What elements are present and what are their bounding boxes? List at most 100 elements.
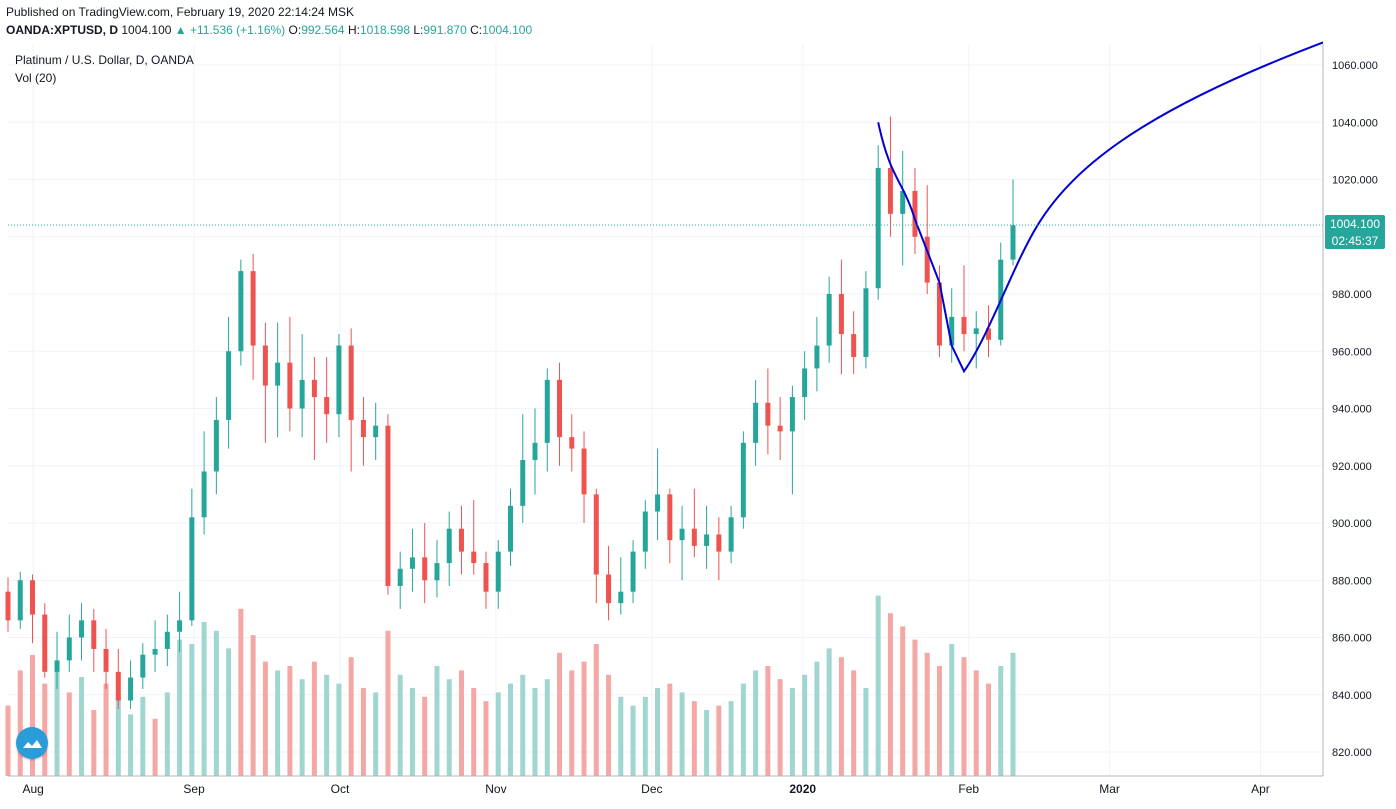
candle-body[interactable] (140, 654, 146, 678)
candle-body[interactable] (348, 345, 354, 420)
candle-body[interactable] (42, 614, 48, 672)
price-tick-label: 940.000 (1332, 404, 1372, 416)
candle-body[interactable] (765, 402, 771, 426)
candle-body[interactable] (250, 271, 256, 346)
candle-body[interactable] (630, 551, 636, 592)
candle-body[interactable] (5, 591, 11, 621)
candle-body[interactable] (740, 442, 746, 518)
candle-body[interactable] (875, 168, 881, 289)
candle-body[interactable] (311, 379, 317, 398)
candle-body[interactable] (851, 334, 857, 357)
candle-body[interactable] (912, 190, 918, 237)
candle-body[interactable] (103, 648, 109, 672)
candle-body[interactable] (544, 379, 550, 443)
candle-body[interactable] (128, 677, 134, 701)
candle-body[interactable] (887, 168, 893, 214)
candle-body[interactable] (1010, 225, 1016, 260)
candle-body[interactable] (422, 557, 428, 581)
candle-body[interactable] (238, 271, 244, 352)
price-axis[interactable] (1323, 0, 1396, 809)
candle-body[interactable] (287, 362, 293, 409)
candle-body[interactable] (826, 294, 832, 346)
candle-body[interactable] (66, 637, 72, 661)
candle-body[interactable] (213, 419, 219, 472)
candle-body[interactable] (152, 648, 158, 655)
candle-body[interactable] (495, 551, 501, 592)
candle-body[interactable] (324, 397, 330, 415)
candle-body[interactable] (593, 494, 599, 575)
volume-legend[interactable]: Vol (20) (15, 71, 57, 85)
candle-body[interactable] (360, 419, 366, 438)
candle-body[interactable] (164, 631, 170, 649)
candle-body[interactable] (802, 368, 808, 398)
volume-bar (949, 644, 955, 776)
candle-body[interactable] (973, 328, 979, 335)
candle-body[interactable] (777, 425, 783, 432)
candle-body[interactable] (716, 534, 722, 552)
candle-body[interactable] (900, 190, 906, 214)
candle-body[interactable] (177, 620, 183, 632)
candle-body[interactable] (581, 448, 587, 495)
candle-body[interactable] (924, 236, 930, 283)
candle-body[interactable] (189, 517, 195, 621)
candle-body[interactable] (961, 316, 967, 335)
candle-body[interactable] (336, 345, 342, 415)
candle-body[interactable] (226, 351, 232, 420)
volume-bar (54, 666, 60, 776)
volume-bar (42, 683, 48, 776)
candle-body[interactable] (483, 563, 489, 592)
candle-body[interactable] (838, 294, 844, 335)
candle-body[interactable] (655, 494, 661, 512)
candle-body[interactable] (520, 460, 526, 506)
candle-body[interactable] (704, 534, 710, 546)
candle-body[interactable] (373, 425, 379, 438)
volume-bar (79, 677, 85, 776)
price-tick-label: 1020.000 (1332, 175, 1378, 187)
candle-body[interactable] (606, 574, 612, 604)
candle-body[interactable] (618, 591, 624, 604)
candle-body[interactable] (691, 528, 697, 546)
candle-body[interactable] (262, 345, 268, 386)
candle-body[interactable] (569, 437, 575, 449)
candle-body[interactable] (949, 316, 955, 346)
candle-body[interactable] (30, 580, 36, 615)
candle-body[interactable] (985, 328, 991, 340)
candle-body[interactable] (299, 379, 305, 409)
candle-body[interactable] (679, 528, 685, 541)
candle-body[interactable] (79, 620, 85, 638)
candle-body[interactable] (458, 528, 464, 552)
candle-body[interactable] (397, 568, 403, 586)
candle-body[interactable] (642, 511, 648, 552)
candle-body[interactable] (409, 557, 415, 569)
candle-body[interactable] (91, 620, 97, 649)
candle-body[interactable] (17, 580, 23, 621)
candle-body[interactable] (814, 345, 820, 369)
candle-body[interactable] (385, 425, 391, 586)
candle-body[interactable] (936, 282, 942, 346)
volume-bar (471, 688, 477, 776)
candle-body[interactable] (115, 671, 121, 701)
candle-body[interactable] (471, 551, 477, 564)
candle-body[interactable] (434, 563, 440, 581)
candlesticks[interactable] (5, 116, 1016, 710)
candle-body[interactable] (753, 402, 759, 443)
candle-body[interactable] (201, 471, 207, 518)
tradingview-cloud-icon[interactable] (16, 727, 48, 759)
candle-body[interactable] (789, 397, 795, 432)
volume-bar (765, 666, 771, 776)
candle-body[interactable] (54, 660, 60, 672)
candle-body[interactable] (532, 442, 538, 461)
candle-body[interactable] (863, 288, 869, 357)
candle-body[interactable] (667, 494, 673, 541)
candle-body[interactable] (275, 362, 281, 386)
candle-body[interactable] (508, 505, 513, 552)
candle-body[interactable] (446, 528, 452, 564)
volume-bar (569, 670, 575, 776)
symbol-label[interactable]: OANDA:XPTUSD, D (6, 23, 119, 37)
volume-bar (802, 674, 808, 776)
candle-body[interactable] (728, 517, 734, 552)
series-legend-title[interactable]: Platinum / U.S. Dollar, D, OANDA (15, 53, 194, 67)
volume-bar (973, 670, 979, 776)
candle-body[interactable] (557, 379, 563, 438)
